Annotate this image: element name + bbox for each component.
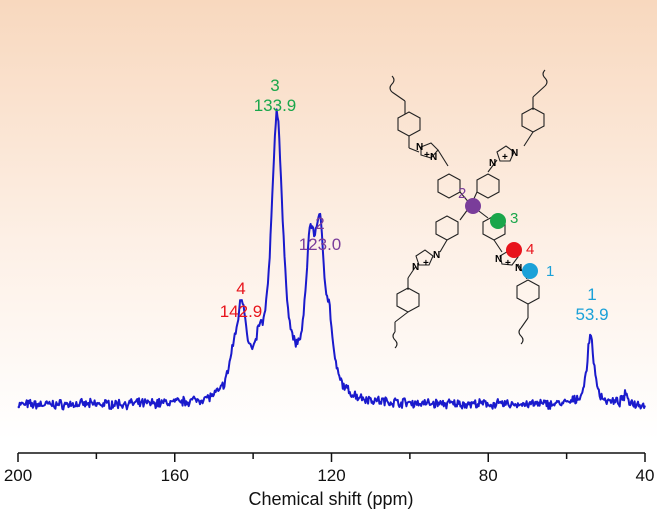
atom-cation-3: + [423,258,429,269]
peak-label-3: 3 133.9 [254,76,297,115]
spectrum-line [17,108,646,411]
site-label-3: 3 [510,210,518,227]
x-tick-label: 160 [161,466,189,485]
plot-background [0,0,657,440]
atom-n-8: N [515,263,522,274]
peak-4-value: 142.9 [220,302,263,321]
peak-1-site: 1 [587,285,596,304]
x-axis-ticks: 200 160 120 80 40 [4,453,655,485]
peak-2-site: 2 [315,214,324,233]
chemical-structure [389,69,548,349]
site-label-2: 2 [458,185,466,202]
site-marker-3 [490,213,506,229]
x-tick-label: 120 [317,466,345,485]
peak-1-value: 53.9 [575,305,608,324]
peak-label-2: 2 123.0 [299,214,342,254]
site-label-1: 1 [546,263,554,280]
site-marker-2 [465,198,481,214]
atom-cation-4: + [505,258,511,269]
atom-n-3: N [511,148,518,159]
atom-n-5: N [433,250,440,261]
x-tick-label: 80 [479,466,498,485]
atom-n-4: N [489,158,496,169]
x-tick-label: 200 [4,466,32,485]
peak-3-site: 3 [270,76,279,95]
atom-cation-1: + [424,150,430,161]
peak-2-value: 123.0 [299,235,342,254]
atom-n-1: N [416,142,423,153]
site-marker-1 [522,263,538,279]
peak-4-site: 4 [236,279,245,298]
peak-label-1: 1 53.9 [575,285,608,324]
atom-n-6: N [412,262,419,273]
x-tick-label: 40 [636,466,655,485]
atom-n-2: N [430,152,437,163]
x-axis-title: Chemical shift (ppm) [248,489,413,509]
site-label-4: 4 [526,241,534,258]
atom-cation-2: + [502,152,508,163]
site-marker-4 [506,242,522,258]
peak-3-value: 133.9 [254,96,297,115]
atom-n-7: N [495,254,502,265]
peak-label-4: 4 142.9 [220,279,263,321]
